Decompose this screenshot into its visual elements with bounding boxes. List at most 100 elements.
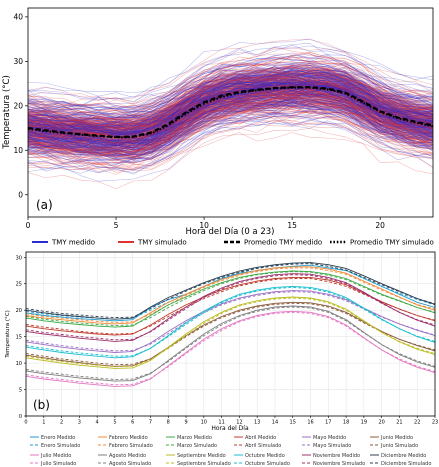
daily-profile-line: [28, 96, 433, 146]
daily-profile-line: [28, 100, 433, 163]
series-line: [26, 278, 435, 335]
daily-profile-line: [28, 77, 433, 133]
daily-profile-line: [28, 89, 433, 147]
daily-profile-line: [28, 93, 433, 142]
daily-profile-line: [28, 101, 433, 161]
daily-profile-line: [28, 89, 433, 149]
daily-profile-line: [28, 72, 433, 125]
daily-profile-line: [28, 79, 433, 134]
daily-profile-line: [28, 66, 433, 109]
daily-profile-line: [28, 71, 433, 124]
daily-profile-line: [28, 93, 433, 140]
panel-b-xlabel: Hora del Día: [211, 425, 249, 432]
daily-profile-line: [28, 87, 433, 143]
daily-profile-line: [28, 94, 433, 149]
daily-profile-line: [28, 78, 433, 139]
daily-profile-line: [28, 84, 433, 139]
y-tick-label: 25: [16, 282, 22, 288]
daily-profile-line: [28, 77, 433, 131]
daily-profile-line: [28, 88, 433, 139]
daily-profile-line: [28, 115, 433, 176]
daily-profile-line: [28, 83, 433, 146]
daily-profile-line: [28, 74, 433, 135]
daily-profile-line: [28, 94, 433, 140]
panel-a-daily-profiles: [28, 38, 433, 189]
daily-profile-line: [28, 99, 433, 160]
daily-profile-line: [28, 98, 433, 158]
series-line: [26, 285, 435, 359]
daily-profile-line: [28, 47, 433, 103]
daily-profile-line: [28, 81, 433, 132]
daily-profile-line: [28, 78, 433, 141]
daily-profile-line: [28, 79, 433, 140]
daily-profile-line: [28, 99, 433, 147]
daily-profile-line: [28, 96, 433, 161]
legend-label: Agosto Medido: [109, 453, 146, 459]
daily-profile-line: [28, 120, 433, 171]
y-tick-label: 0: [19, 414, 22, 420]
daily-profile-line: [28, 98, 433, 148]
daily-profile-line: [28, 56, 433, 115]
daily-profile-line: [28, 107, 433, 151]
daily-profile-line: [28, 89, 433, 147]
daily-profile-line: [28, 85, 433, 142]
daily-profile-line: [28, 80, 433, 140]
daily-profile-line: [28, 69, 433, 133]
daily-profile-line: [28, 76, 433, 135]
daily-profile-line: [28, 87, 433, 146]
daily-profile-line: [28, 95, 433, 151]
daily-profile-line: [28, 98, 433, 151]
x-tick-label: 10: [199, 221, 209, 230]
daily-profile-line: [28, 69, 433, 133]
daily-profile-line: [28, 78, 433, 132]
daily-profile-line: [28, 71, 433, 124]
daily-profile-line: [28, 85, 433, 148]
daily-profile-line: [28, 104, 433, 153]
daily-profile-line: [28, 94, 433, 155]
legend-label: TMY simulado: [137, 239, 187, 247]
daily-profile-line: [28, 66, 433, 116]
daily-profile-line: [28, 72, 433, 129]
daily-profile-line: [28, 87, 433, 145]
daily-profile-line: [28, 78, 433, 132]
daily-profile-line: [28, 66, 433, 112]
daily-profile-line: [28, 114, 433, 163]
daily-profile-line: [28, 100, 433, 160]
daily-profile-line: [28, 120, 433, 170]
daily-profile-line: [28, 85, 433, 134]
daily-profile-line: [28, 84, 433, 134]
daily-profile-line: [28, 87, 433, 155]
legend-label: Diciembre Medido: [381, 453, 426, 459]
daily-profile-line: [28, 108, 433, 166]
daily-profile-line: [28, 104, 433, 150]
daily-profile-line: [28, 68, 433, 118]
daily-profile-line: [28, 112, 433, 164]
x-tick-label: 17: [325, 420, 331, 426]
daily-profile-line: [28, 103, 433, 150]
daily-profile-line: [28, 122, 433, 170]
daily-profile-line: [28, 114, 433, 174]
legend-label: Julio Medido: [40, 453, 71, 459]
daily-profile-line: [28, 86, 433, 131]
daily-profile-line: [28, 75, 433, 130]
daily-profile-line: [28, 70, 433, 120]
daily-profile-line: [28, 91, 433, 143]
daily-profile-line: [28, 82, 433, 130]
daily-profile-line: [28, 68, 433, 123]
daily-profile-line: [28, 72, 433, 144]
daily-profile-line: [28, 90, 433, 150]
daily-profile-line: [28, 79, 433, 132]
daily-profile-line: [28, 80, 433, 139]
daily-profile-line: [28, 68, 433, 127]
daily-profile-line: [28, 105, 433, 157]
y-tick-label: 40: [13, 12, 23, 21]
daily-profile-line: [28, 85, 433, 135]
daily-profile-line: [28, 102, 433, 153]
daily-profile-line: [28, 97, 433, 154]
daily-profile-line: [28, 104, 433, 152]
daily-profile-line: [28, 56, 433, 108]
daily-profile-line: [28, 51, 433, 122]
daily-profile-line: [28, 75, 433, 129]
daily-profile-line: [28, 105, 433, 159]
